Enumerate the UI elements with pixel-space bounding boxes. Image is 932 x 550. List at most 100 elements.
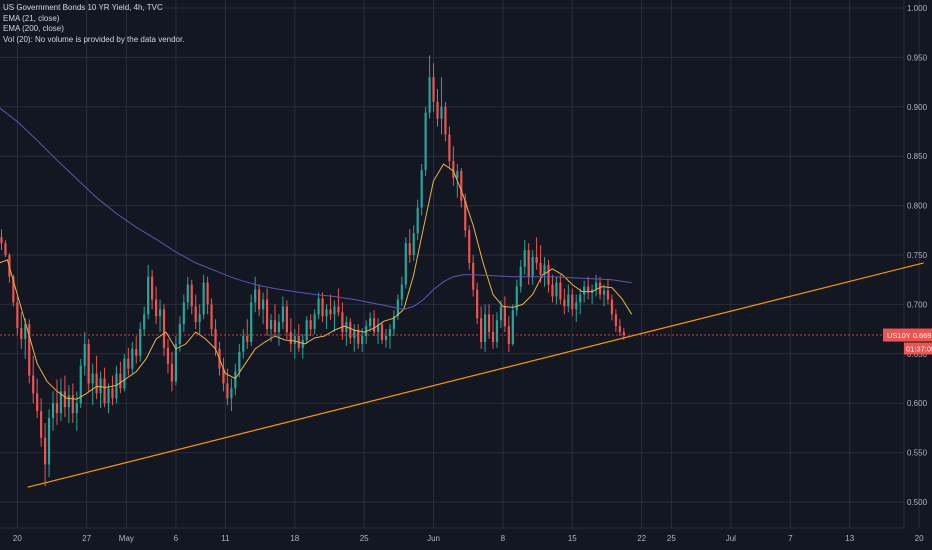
candle-body [606,290,610,300]
candle-body [111,388,114,399]
candle-body [95,373,98,394]
candle-body [337,306,340,313]
candle-body [4,243,7,255]
candle-body [483,314,487,342]
ema-21-line [0,163,633,400]
candle-body [277,322,281,333]
y-tick-label: 0.700 [907,300,928,309]
candle-body [115,373,118,399]
candle-body [127,358,130,369]
candles [0,55,625,487]
candle-body [59,391,63,414]
candle-body [83,343,86,366]
candle-body [559,282,562,300]
candle-body [491,332,495,342]
candle-body [71,395,74,414]
candle-body [547,264,550,285]
y-tick-label: 0.800 [907,202,928,211]
candle-body [242,336,245,352]
candle-body [341,312,344,333]
candle-body [452,161,455,178]
candle-body [353,330,356,338]
candle-body [610,299,614,315]
candle-body [464,200,467,231]
x-tick-label: 13 [845,534,854,543]
x-tick-label: 15 [568,534,577,543]
candle-body [40,411,43,438]
candle-body [361,336,364,344]
x-tick-label: May [119,534,134,543]
candle-body [571,294,574,310]
candle-body [206,282,209,305]
candle-body [472,262,475,290]
candle-body [234,371,237,389]
candle-body [0,237,3,244]
candle-body [162,309,166,348]
y-tick-label: 0.750 [907,251,928,260]
candle-body [618,326,621,333]
candle-body [440,106,443,119]
candle-body [63,391,67,408]
candle-body [273,320,277,333]
candle-body [539,262,542,275]
candle-body [170,363,174,382]
candle-body [392,316,396,330]
candle-body [309,320,312,330]
candle-body [24,324,27,339]
candle-body [583,286,586,295]
candle-body [555,282,558,297]
chart-legend: US Government Bonds 10 YR Yield, 4h, TVC… [3,3,184,45]
candle-body [376,324,380,333]
candle-body [194,306,197,323]
candle-body [75,403,78,414]
x-tick-label: 25 [360,534,369,543]
y-tick-label: 0.600 [907,399,928,408]
candle-body [262,299,265,310]
x-tick-label: Jun [427,534,440,543]
candle-body [131,348,134,369]
candle-body [325,309,328,317]
candle-body [55,403,59,414]
y-tick-label: 0.500 [907,498,928,507]
candle-body [614,314,617,327]
candle-body [543,264,546,275]
candle-body [269,320,273,330]
y-tick-label: 0.950 [907,53,928,62]
candle-body [36,393,39,412]
y-tick-label: 1.000 [907,4,928,13]
candle-body [480,318,483,342]
candle-body [404,243,407,285]
candle-body [139,329,142,356]
legend-ema200: EMA (200, close) [3,24,64,33]
candle-body [190,284,193,307]
candle-body [147,276,150,315]
candle-body [563,299,566,307]
x-tick-label: Jul [726,534,736,543]
candle-body [428,77,431,113]
candle-body [503,306,506,327]
candle-body [416,207,419,234]
candle-body [476,289,479,319]
x-tick-label: 25 [667,534,676,543]
candle-body [43,437,47,465]
price-label-tag: US10Y 0.669 01:37:09 [883,328,932,355]
candle-body [551,284,554,297]
candle-body [456,171,459,178]
candle-body [293,336,296,344]
trendline [27,262,924,488]
legend-volume: Vol (20): No volume is provided by the d… [3,34,185,44]
candle-body [238,351,241,372]
candle-body [369,318,372,327]
y-tick-label: 0.550 [907,449,928,458]
candle-body [575,302,578,310]
candle-body [372,318,376,333]
candle-body [123,358,126,389]
candle-body [317,298,320,315]
candle-body [388,329,392,337]
candle-body [151,276,154,300]
candle-body [432,77,435,102]
candle-body [349,322,352,338]
candle-body [210,304,213,330]
candle-body [329,309,332,315]
